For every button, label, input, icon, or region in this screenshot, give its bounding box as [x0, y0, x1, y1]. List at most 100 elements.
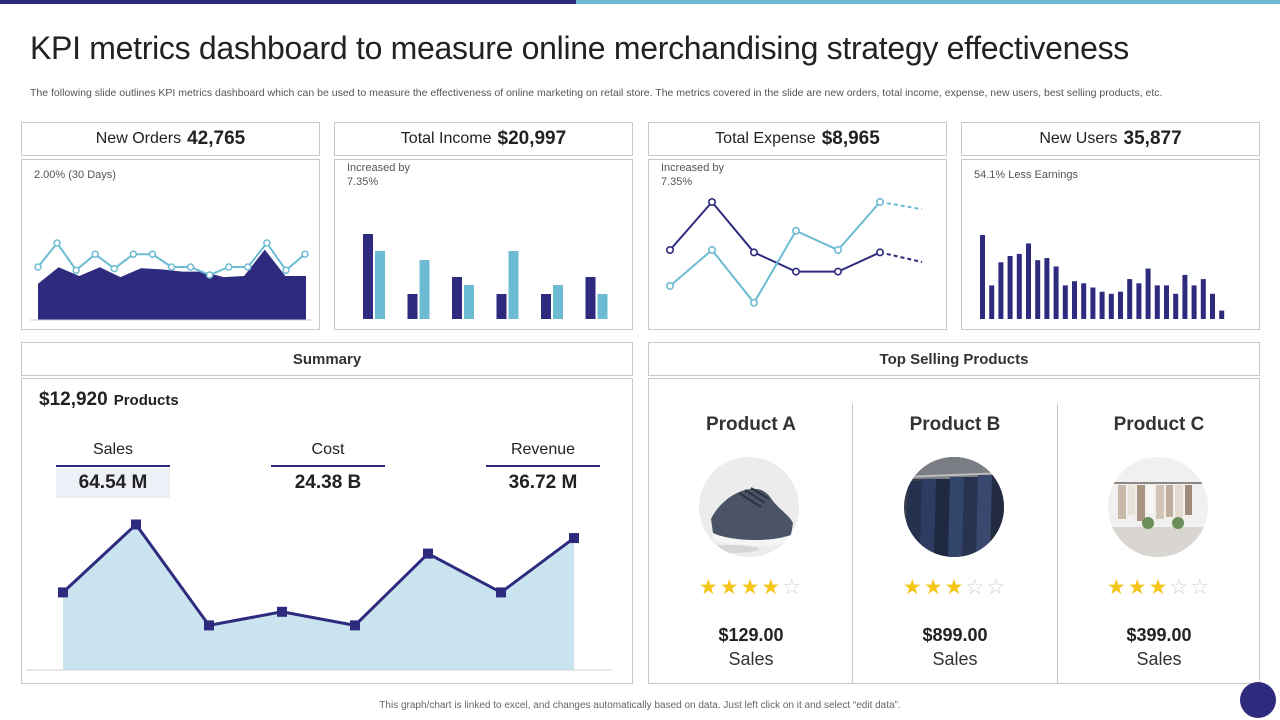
data-point [792, 226, 801, 235]
kpi-total-income-header: Total Income $20,997 [334, 122, 633, 156]
summary-line [61, 522, 575, 628]
data-point [569, 533, 579, 544]
bar [597, 294, 608, 319]
corner-logo-dot [1240, 682, 1276, 718]
metric-revenue-value: 36.72 M [508, 472, 578, 493]
bar [1090, 287, 1096, 319]
summary-area [63, 524, 574, 670]
bar [496, 294, 507, 319]
kpi-note: Increased by 7.35% [347, 162, 410, 188]
bar [1173, 293, 1179, 319]
page-subtitle: The following slide outlines KPI metrics… [30, 87, 1163, 99]
data-point [131, 519, 141, 530]
product-a-rating: ★★★★☆ [649, 575, 853, 600]
data-point [277, 606, 287, 617]
data-point [707, 197, 716, 206]
bar [980, 235, 985, 319]
star-icon: ★ [944, 576, 966, 599]
data-point [665, 246, 674, 255]
bar [1136, 283, 1142, 319]
bar [989, 285, 995, 319]
data-point [834, 267, 843, 276]
data-point [423, 548, 433, 559]
data-point [301, 250, 309, 258]
data-point [876, 248, 885, 257]
product-b-name: Product B [909, 414, 1001, 435]
data-point [58, 587, 68, 598]
product-c-price: $399.00 [1126, 625, 1192, 645]
kpi-new-orders-header: New Orders 42,765 [21, 122, 320, 156]
data-point [750, 248, 759, 257]
bar [464, 285, 474, 319]
product-a-shoe-image [699, 457, 799, 557]
data-point [834, 246, 843, 255]
data-point [665, 282, 674, 291]
kpi-note: Increased by 7.35% [661, 162, 724, 188]
product-c-name: Product C [1113, 414, 1205, 435]
star-outline-icon: ☆ [1169, 576, 1191, 599]
data-point [205, 271, 214, 279]
top-selling-header: Top Selling Products [648, 342, 1260, 376]
bar [1219, 310, 1225, 319]
total-income-chart [363, 234, 608, 319]
kpi-note: 2.00% (30 Days) [34, 169, 116, 181]
page-title: KPI metrics dashboard to measure online … [30, 30, 1129, 66]
new-users-chart [980, 235, 1225, 319]
bar [452, 277, 462, 319]
kpi-total-expense-card: Increased by 7.35% [648, 159, 947, 330]
data-point [148, 250, 157, 258]
bar [1035, 260, 1041, 319]
total-expense-chart [665, 197, 923, 307]
data-point [167, 263, 176, 271]
metric-cost-label: Cost [311, 441, 345, 458]
star-outline-icon: ☆ [965, 576, 987, 599]
data-point [282, 266, 290, 274]
bar [1062, 285, 1068, 319]
metric-sales-underline [56, 465, 170, 467]
footer-note: This graph/chart is linked to excel, and… [379, 700, 901, 711]
data-point [244, 263, 252, 271]
product-a-sales-label: Sales [728, 649, 774, 669]
star-icon: ★ [1106, 576, 1128, 599]
bar [1200, 279, 1206, 319]
bar [1154, 285, 1160, 319]
product-divider [852, 404, 853, 684]
data-point [792, 267, 801, 276]
bar [1164, 285, 1169, 319]
product-b-rating: ★★★☆☆ [853, 575, 1057, 600]
bar [541, 294, 551, 319]
bar [1191, 285, 1197, 319]
bar [1210, 293, 1215, 319]
metric-revenue-label: Revenue [510, 441, 576, 458]
kpi-new-users-card: 54.1% Less Earnings [961, 159, 1260, 330]
kpi-total-income-card: Increased by 7.35% [334, 159, 633, 330]
bar [1016, 253, 1022, 319]
product-b-suits-image [904, 457, 1004, 557]
product-a-name: Product A [705, 414, 797, 435]
star-icon: ★ [740, 576, 762, 599]
data-point [750, 298, 759, 307]
forecast-line [879, 251, 923, 263]
kpi-label: Total Income [400, 130, 492, 147]
bar [1118, 291, 1123, 319]
star-icon: ★ [1148, 576, 1170, 599]
star-icon: ★ [923, 576, 945, 599]
new-orders-area [38, 249, 306, 320]
bar [1127, 279, 1133, 319]
star-icon: ★ [719, 576, 741, 599]
summary-heading: Summary [292, 350, 362, 368]
data-point [707, 246, 716, 255]
kpi-label: New Users [1039, 130, 1118, 147]
metric-revenue-underline [486, 465, 600, 467]
bar [363, 234, 373, 319]
bar [1007, 256, 1013, 319]
data-point [53, 239, 61, 247]
bar [1072, 281, 1077, 319]
metric-sales-value: 64.54 M [56, 468, 170, 498]
top-accent-bar-blue [576, 0, 1280, 4]
bar [553, 285, 563, 319]
bar [1182, 274, 1188, 319]
kpi-note: 54.1% Less Earnings [974, 169, 1078, 181]
bar [1044, 258, 1050, 319]
forecast-line [879, 201, 923, 211]
